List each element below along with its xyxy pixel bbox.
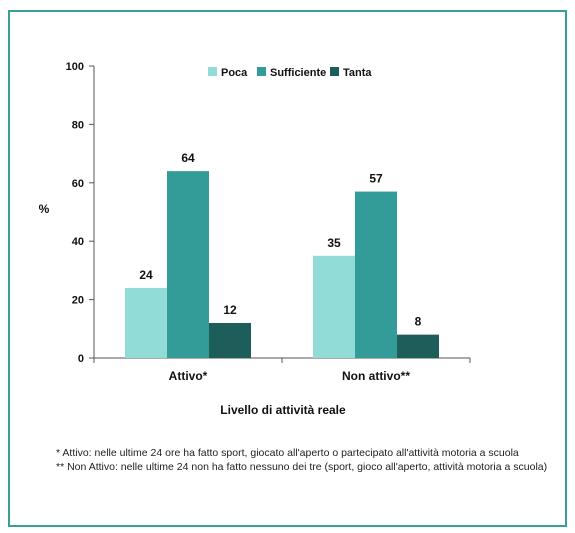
y-tick-label: 0 <box>78 353 84 365</box>
footnote-active: * Attivo: nelle ultime 24 ore ha fatto s… <box>56 447 519 459</box>
y-axis-label: % <box>39 202 50 216</box>
bar-poca-1 <box>125 287 167 358</box>
footnote-non-active: ** Non Attivo: nelle ultime 24 non ha fa… <box>56 461 548 473</box>
bar-poca-2 <box>313 255 355 358</box>
chart-frame <box>8 10 567 527</box>
bars: 24 64 12 35 57 8 <box>125 151 439 358</box>
x-tick-label: Attivo* <box>169 369 208 383</box>
y-tick-label: 40 <box>72 236 84 248</box>
legend-label-sufficiente: Sufficiente <box>270 67 326 79</box>
legend-label-tanta: Tanta <box>343 67 372 79</box>
x-tick-label: Non attivo** <box>342 369 410 383</box>
legend-label-poca: Poca <box>221 67 248 79</box>
data-label: 35 <box>327 236 341 250</box>
legend: Poca Sufficiente Tanta <box>208 67 372 79</box>
data-label: 57 <box>369 172 383 186</box>
data-label: 12 <box>223 303 237 317</box>
data-label: 24 <box>139 268 153 282</box>
bar-tanta-2 <box>397 334 439 358</box>
x-axis-label: Livello di attività reale <box>220 403 346 417</box>
y-tick-label: 60 <box>72 178 84 190</box>
legend-swatch-poca <box>208 67 217 76</box>
bar-chart: Poca Sufficiente Tanta 0 20 40 60 80 100 Attivo… <box>39 61 471 417</box>
y-axis: 0 20 40 60 80 100 <box>66 61 95 365</box>
y-tick-label: 100 <box>66 61 84 73</box>
legend-swatch-sufficiente <box>257 67 266 76</box>
data-label: 64 <box>181 151 195 165</box>
x-axis: Attivo* Non attivo** <box>93 357 471 383</box>
y-tick-label: 80 <box>72 119 84 131</box>
y-tick-label: 20 <box>72 295 84 307</box>
bar-sufficiente-1 <box>167 171 209 358</box>
bar-sufficiente-2 <box>355 191 397 358</box>
data-label: 8 <box>415 315 422 329</box>
footnotes: * Attivo: nelle ultime 24 ore ha fatto s… <box>56 446 556 474</box>
bar-tanta-1 <box>209 322 251 358</box>
legend-swatch-tanta <box>330 67 339 76</box>
